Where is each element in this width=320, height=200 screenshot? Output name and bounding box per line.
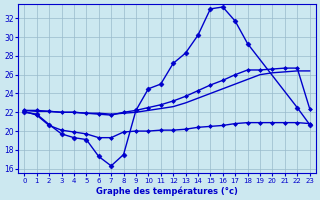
X-axis label: Graphe des températures (°c): Graphe des températures (°c) <box>96 186 238 196</box>
